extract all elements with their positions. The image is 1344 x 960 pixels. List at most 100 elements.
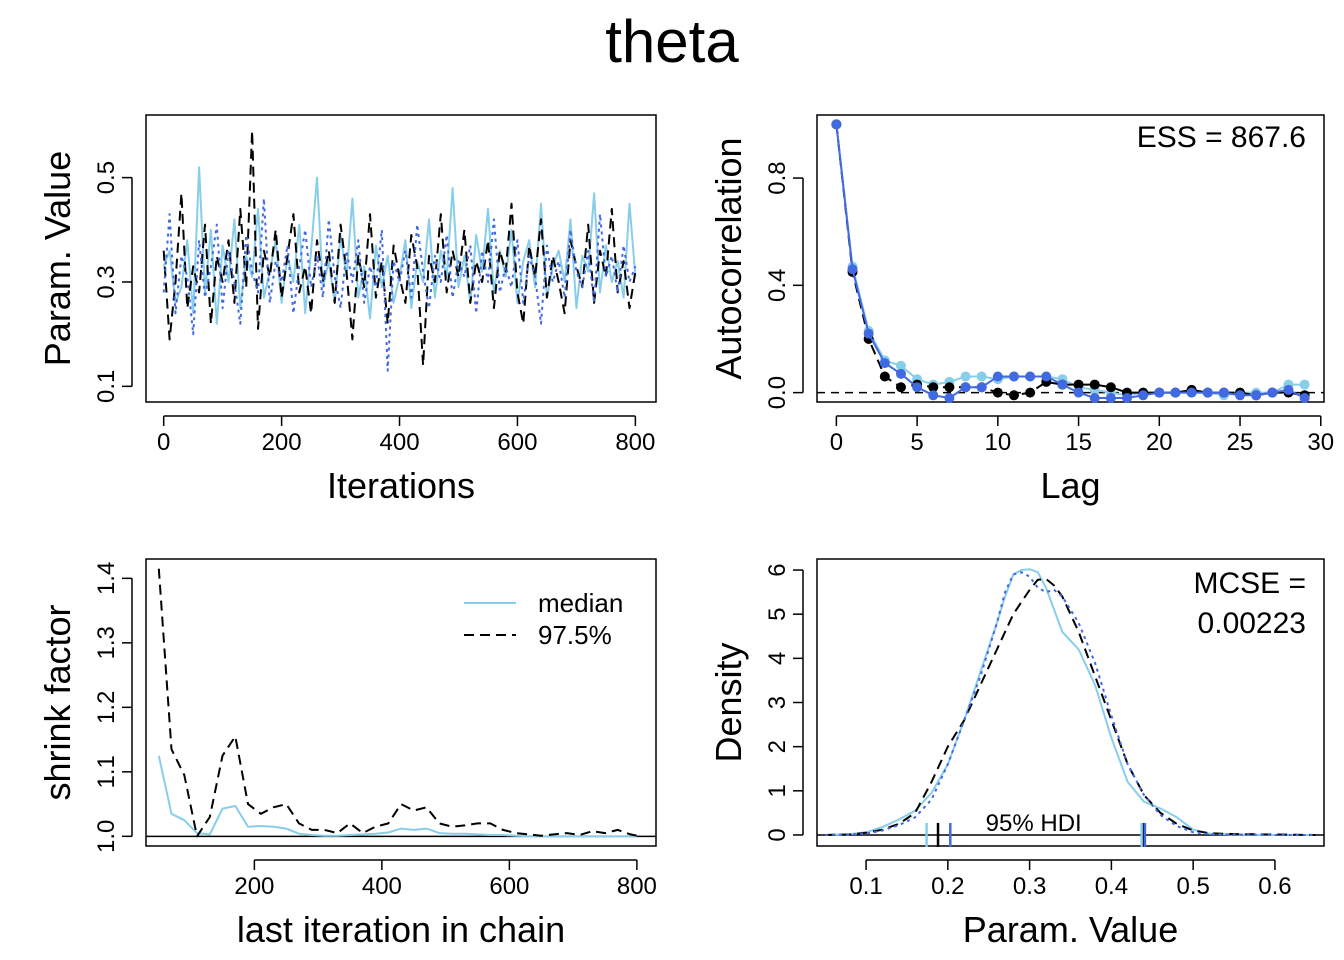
x-tick-label: 0 [157,429,170,456]
autocorr-point [1008,371,1019,382]
autocorrelation-plot-panel: 0 5 10 15 20 25 30 0.0 0.4 0.8 Lag Autocorrelation E… [708,114,1334,506]
y-tick-label: 4 [764,652,791,665]
shrink-factor-plot-panel: 200 400 600 800 1.0 1.1 1.2 1.3 1.4 last iteratio… [37,558,657,950]
x-tick-label: 200 [262,429,302,456]
autocorr-point [1283,384,1294,395]
density-series-line-1 [825,568,1316,836]
y-tick-label: 1.3 [93,626,120,659]
legend-label: 97.5% [538,620,612,650]
y-tick-label: 1.1 [93,755,120,788]
y-tick-label: 1.0 [93,820,120,853]
plot-frame [816,114,1325,403]
y-axis-label: Param. Value [37,151,78,366]
autocorr-point [1089,392,1100,403]
y-tick-label: 0.0 [764,376,791,409]
x-axis-label: last iteration in chain [237,909,565,950]
y-tick-label: 0 [764,828,791,841]
y-tick-label: 0.3 [93,265,120,298]
autocorr-point [879,371,890,382]
trace-plot-panel: 0 200 400 600 800 0.1 0.3 0.5 Iterations Param. V… [37,114,657,506]
x-tick-label: 800 [617,873,657,900]
autocorr-point [1025,371,1036,382]
legend-label: median [538,588,623,618]
autocorr-point [1186,387,1197,398]
y-axis-label: Density [708,642,749,762]
mcse-annotation: 0.00223 [1198,607,1306,640]
y-tick-label: 6 [764,563,791,576]
plot-frame [816,558,1325,847]
x-tick-label: 800 [615,429,655,456]
x-axis-label: Param. Value [963,909,1178,950]
autocorr-point [944,382,955,393]
x-tick-label: 200 [234,873,274,900]
y-tick-label: 2 [764,740,791,753]
autocorr-point [960,371,971,382]
autocorr-point [895,368,906,379]
autocorr-point [1170,387,1181,398]
x-tick-label: 0.5 [1176,873,1209,900]
plot-frame [145,114,657,403]
hdi-label: 95% HDI [986,810,1082,837]
autocorr-point [992,371,1003,382]
autocorr-point [1202,387,1213,398]
autocorr-point [1008,390,1019,401]
autocorr-point [928,382,939,393]
x-tick-label: 400 [362,873,402,900]
y-tick-label: 0.4 [764,269,791,302]
y-tick-label: 3 [764,696,791,709]
y-tick-label: 0.5 [93,161,120,194]
autocorr-point [1025,387,1036,398]
autocorr-point [1089,379,1100,390]
y-tick-label: 1.4 [93,562,120,595]
y-tick-label: 0.1 [93,370,120,403]
autocorr-point [1267,387,1278,398]
autocorr-series-line-1 [835,124,1305,397]
autocorr-point [1299,379,1310,390]
autocorr-point [895,382,906,393]
autocorr-point [879,358,890,369]
x-tick-label: 0.2 [931,873,964,900]
y-axis-label: shrink factor [37,604,78,800]
y-tick-label: 0.8 [764,161,791,194]
x-tick-label: 600 [497,429,537,456]
autocorr-point [976,371,987,382]
autocorr-point [895,360,906,371]
autocorr-point [1073,379,1084,390]
x-tick-label: 10 [984,429,1011,456]
autocorr-point [1105,392,1116,403]
x-axis-label: Iterations [327,465,475,506]
x-axis-label: Lag [1040,465,1100,506]
autocorr-point [847,264,858,275]
autocorr-point [976,382,987,393]
autocorr-point [912,382,923,393]
autocorr-point [1218,387,1229,398]
autocorr-point [944,392,955,403]
density-series-line-2 [825,577,1316,836]
x-tick-label: 0 [830,429,843,456]
autocorr-point [1299,392,1310,403]
autocorr-point [1251,390,1262,401]
x-tick-label: 0.3 [1013,873,1046,900]
x-tick-label: 600 [489,873,529,900]
y-axis-label: Autocorrelation [708,137,749,379]
mcse-annotation: MCSE = [1193,567,1306,600]
autocorr-point [1122,392,1133,403]
autocorr-series-line-2 [835,124,1305,397]
autocorr-point [1057,379,1068,390]
density-plot-panel: 0.1 0.2 0.3 0.4 0.5 0.6 0 1 2 3 4 5 6 Param. Value Den… [708,558,1325,950]
autocorr-point [1138,390,1149,401]
trace-lines [162,129,637,372]
y-tick-label: 5 [764,608,791,621]
autocorr-point [831,119,842,130]
x-tick-label: 0.4 [1095,873,1128,900]
autocorr-point [960,382,971,393]
x-tick-label: 25 [1227,429,1254,456]
x-tick-label: 30 [1307,429,1334,456]
autocorr-point [1041,371,1052,382]
trace-series-line-2 [162,129,637,367]
ess-annotation: ESS = 867.6 [1137,121,1306,154]
x-tick-label: 20 [1146,429,1173,456]
x-tick-label: 400 [380,429,420,456]
autocorr-point [1073,387,1084,398]
